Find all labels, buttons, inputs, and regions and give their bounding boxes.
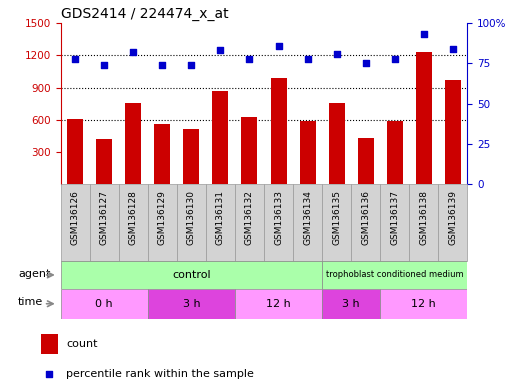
Point (71, 55, 80, 61)
Bar (235, 184, 264, 261)
Text: 12 h: 12 h (266, 299, 291, 309)
Bar (61, 261, 322, 289)
Point (449, 46, 457, 52)
Point (45, 371, 53, 377)
Bar (241, 117, 258, 184)
Text: GSM136137: GSM136137 (390, 190, 399, 245)
Bar (328, 103, 345, 184)
Text: 3 h: 3 h (342, 299, 360, 309)
Bar (212, 91, 229, 184)
Bar (125, 103, 142, 184)
Bar (61, 184, 90, 261)
Point (100, 62, 109, 68)
Bar (61, 289, 148, 319)
Text: 12 h: 12 h (411, 299, 436, 309)
Text: GSM136134: GSM136134 (303, 190, 312, 245)
Point (245, 55, 254, 61)
Point (158, 62, 167, 68)
Text: agent: agent (18, 268, 51, 278)
Text: GSM136128: GSM136128 (129, 190, 138, 245)
Bar (177, 184, 206, 261)
Text: count: count (66, 339, 98, 349)
Text: 0 h: 0 h (96, 299, 113, 309)
Point (303, 55, 312, 61)
Bar (351, 184, 380, 261)
Bar (293, 184, 322, 261)
Bar (357, 138, 374, 184)
Bar (416, 52, 432, 184)
Bar (409, 184, 438, 261)
Bar (119, 184, 148, 261)
Bar (270, 78, 287, 184)
Bar (380, 289, 467, 319)
Point (361, 60, 370, 66)
Bar (299, 121, 316, 184)
Point (216, 47, 225, 53)
Text: GSM136127: GSM136127 (100, 190, 109, 245)
Point (129, 49, 138, 55)
Text: GSM136139: GSM136139 (448, 190, 457, 245)
Text: trophoblast conditioned medium: trophoblast conditioned medium (326, 270, 464, 280)
Text: GSM136138: GSM136138 (419, 190, 428, 245)
Bar (183, 129, 200, 184)
Bar (264, 184, 293, 261)
Text: GDS2414 / 224474_x_at: GDS2414 / 224474_x_at (61, 7, 228, 21)
Text: GSM136126: GSM136126 (71, 190, 80, 245)
Bar (148, 184, 177, 261)
Text: GSM136132: GSM136132 (245, 190, 254, 245)
Point (275, 43, 283, 49)
Bar (322, 261, 467, 289)
Bar (41, 334, 58, 354)
Bar (386, 121, 403, 184)
Bar (90, 184, 119, 261)
Text: control: control (172, 270, 211, 280)
Bar (380, 184, 409, 261)
Text: GSM136136: GSM136136 (361, 190, 370, 245)
Bar (148, 289, 235, 319)
Text: time: time (18, 297, 43, 307)
Bar (445, 80, 461, 184)
Point (187, 62, 196, 68)
Text: GSM136129: GSM136129 (158, 190, 167, 245)
Text: GSM136130: GSM136130 (187, 190, 196, 245)
Bar (67, 119, 83, 184)
Bar (235, 289, 322, 319)
Text: percentile rank within the sample: percentile rank within the sample (66, 369, 254, 379)
Bar (206, 184, 235, 261)
Text: GSM136133: GSM136133 (274, 190, 283, 245)
Bar (322, 289, 380, 319)
Bar (322, 184, 351, 261)
Text: GSM136131: GSM136131 (216, 190, 225, 245)
Point (391, 55, 399, 61)
Text: GSM136135: GSM136135 (332, 190, 341, 245)
Bar (154, 124, 171, 184)
Bar (438, 184, 467, 261)
Text: 3 h: 3 h (183, 299, 200, 309)
Point (420, 31, 428, 37)
Bar (96, 139, 112, 184)
Point (333, 51, 341, 57)
